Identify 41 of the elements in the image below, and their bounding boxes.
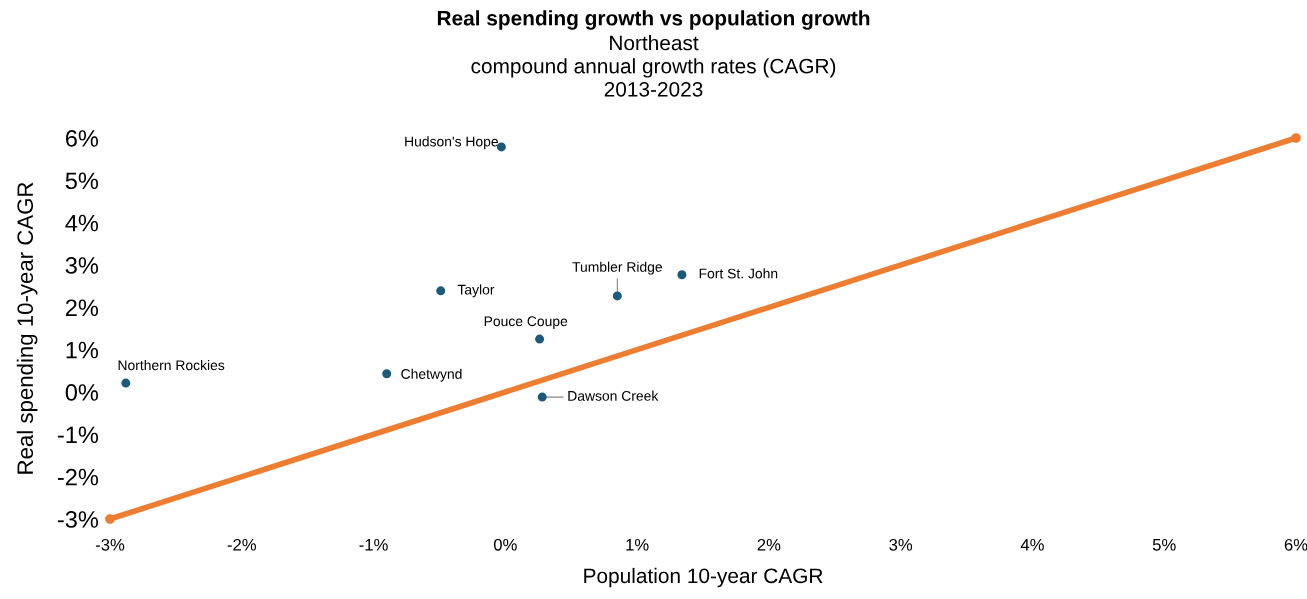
x-tick-label: 3% [889, 538, 913, 551]
x-tick-label: -2% [227, 538, 256, 551]
x-tick-label: 4% [1020, 538, 1044, 551]
y-tick-label: 2% [65, 299, 99, 317]
y-tick-label: 1% [66, 341, 99, 359]
y-tick-label: 3% [65, 257, 99, 274]
y-tick-label: -2% [57, 468, 99, 486]
annotation: Chetwynd [401, 368, 462, 382]
x-tick-label: 5% [1152, 538, 1176, 551]
annotation: Pouce Coupe [484, 316, 568, 329]
x-tick-label: 1% [626, 538, 649, 551]
chart-title: Real spending growth vs population growth [437, 10, 870, 30]
y-tick-label: 5% [65, 172, 99, 190]
x-tick-label: 0% [493, 538, 517, 551]
point [677, 270, 687, 280]
point [382, 369, 392, 379]
annotation: Taylor [457, 284, 495, 298]
y-tick-label: -1% [57, 426, 99, 444]
y-axis-title: Real spending 10-year CAGR [16, 182, 38, 474]
point [121, 378, 131, 388]
point [105, 514, 115, 524]
x-tick-label: -1% [359, 538, 388, 551]
annotation: Northern Rockies [118, 359, 225, 371]
x-tick-label: -3% [95, 538, 125, 551]
point [537, 392, 547, 402]
x-tick-label: 6% [1284, 538, 1307, 551]
y-tick-label: -3% [57, 511, 99, 528]
y-tick-label: 6% [65, 130, 99, 147]
point [535, 334, 545, 344]
annotation: Dawson Creek [568, 390, 659, 401]
x-tick-label: 2% [757, 538, 781, 551]
point [612, 291, 622, 301]
point [1291, 133, 1301, 143]
x-axis-title: Population 10-year CAGR [584, 567, 823, 588]
y-tick-label: 4% [65, 214, 99, 232]
annotation: Hudson's Hope [405, 136, 498, 150]
point [436, 286, 446, 296]
annotation: Fort St. John [699, 268, 778, 279]
annotation: Tumbler Ridge [572, 261, 663, 275]
chart-subtitle: Northeast compound annual growth rates (CAGR) 2013-2023 [471, 35, 836, 97]
y-tick-label: 0% [65, 384, 99, 401]
